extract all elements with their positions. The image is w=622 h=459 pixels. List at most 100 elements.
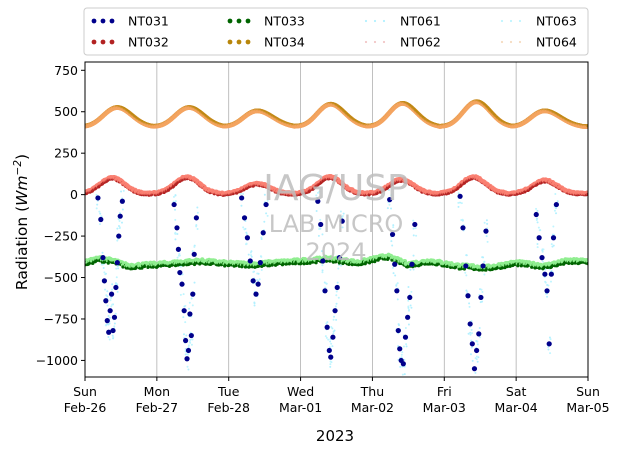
point-nt061: [457, 205, 460, 208]
point-nt061: [101, 251, 104, 254]
point-nt063: [408, 308, 411, 311]
legend-marker: [373, 40, 377, 44]
point-nt063: [116, 239, 119, 242]
point-nt063: [242, 193, 245, 196]
point-nt063: [388, 203, 391, 206]
x-tick-label-date: Mar-05: [566, 400, 609, 415]
point-nt061: [321, 233, 324, 236]
point-nt063: [321, 271, 324, 274]
point-nt063: [179, 293, 182, 296]
point-nt063: [318, 190, 321, 193]
point-nt063: [318, 228, 321, 231]
point-nt031: [465, 293, 471, 299]
point-nt061: [110, 296, 113, 299]
point-nt063: [316, 191, 319, 194]
point-nt063: [258, 278, 261, 281]
point-nt063: [549, 352, 552, 355]
watermark-line: LAB MICRO: [269, 210, 404, 238]
point-nt061: [108, 322, 111, 325]
point-nt063: [469, 333, 472, 336]
point-nt063: [239, 192, 242, 195]
point-nt063: [110, 288, 113, 291]
point-nt061: [548, 336, 551, 339]
point-nt063: [390, 194, 393, 197]
point-nt061: [341, 226, 344, 229]
point-nt031: [397, 346, 403, 352]
point-nt031: [119, 198, 125, 204]
point-nt063: [242, 226, 245, 229]
point-nt063: [330, 325, 333, 328]
point-nt061: [253, 304, 256, 307]
point-nt061: [546, 295, 549, 298]
point-nt063: [335, 290, 338, 293]
legend-label: NT063: [536, 14, 577, 29]
point-nt063: [324, 335, 327, 338]
point-nt061: [403, 359, 406, 362]
point-nt031: [187, 311, 193, 317]
point-nt063: [471, 332, 474, 335]
point-nt063: [196, 211, 199, 214]
point-nt031: [550, 235, 557, 241]
point-nt061: [469, 353, 472, 356]
point-nt063: [407, 305, 410, 308]
point-nt061: [245, 231, 248, 234]
point-nt063: [552, 225, 555, 228]
point-nt061: [386, 207, 389, 210]
point-nt061: [333, 329, 336, 332]
point-nt063: [332, 318, 335, 321]
point-nt063: [95, 193, 98, 196]
point-nt061: [120, 190, 123, 193]
point-nt061: [459, 201, 462, 204]
point-nt031: [104, 318, 110, 324]
point-nt063: [332, 332, 335, 335]
point-nt031: [553, 201, 559, 208]
point-nt063: [189, 341, 192, 344]
point-nt061: [412, 254, 415, 257]
legend-marker: [91, 39, 97, 45]
point-nt061: [253, 302, 256, 305]
legend-label: NT034: [264, 35, 305, 50]
point-nt031: [546, 341, 552, 347]
point-nt061: [465, 289, 468, 292]
point-nt063: [480, 288, 483, 291]
legend-marker: [236, 18, 242, 24]
legend-marker: [509, 40, 513, 44]
point-nt031: [483, 228, 489, 234]
point-nt061: [174, 208, 177, 211]
legend-marker: [109, 39, 115, 45]
x-tick-label-date: Mar-03: [423, 400, 466, 415]
point-nt061: [329, 340, 332, 343]
point-nt061: [320, 250, 323, 253]
point-nt031: [174, 225, 180, 231]
point-nt031: [191, 251, 197, 257]
point-nt061: [106, 290, 109, 293]
point-nt031: [463, 263, 469, 269]
x-tick-label-date: Mar-01: [279, 400, 322, 415]
point-nt061: [536, 242, 539, 245]
point-nt061: [486, 222, 489, 225]
point-nt031: [395, 327, 401, 334]
point-nt031: [328, 354, 334, 360]
point-nt061: [412, 227, 415, 230]
point-nt063: [182, 293, 185, 296]
point-nt031: [98, 216, 104, 223]
point-nt031: [478, 294, 484, 301]
point-nt031: [241, 215, 248, 221]
point-nt063: [457, 201, 460, 204]
point-nt061: [240, 204, 243, 207]
point-nt061: [485, 235, 488, 238]
point-nt063: [327, 338, 330, 341]
point-nt063: [460, 202, 463, 205]
y-tick-label: 750: [54, 63, 78, 78]
point-nt061: [117, 224, 120, 227]
point-nt031: [326, 347, 332, 354]
point-nt063: [108, 338, 111, 341]
point-nt031: [480, 263, 486, 269]
point-nt061: [474, 371, 477, 374]
point-nt063: [460, 219, 463, 222]
legend-marker: [236, 39, 242, 45]
y-tick-label: −500: [44, 270, 78, 285]
point-nt063: [257, 279, 260, 282]
